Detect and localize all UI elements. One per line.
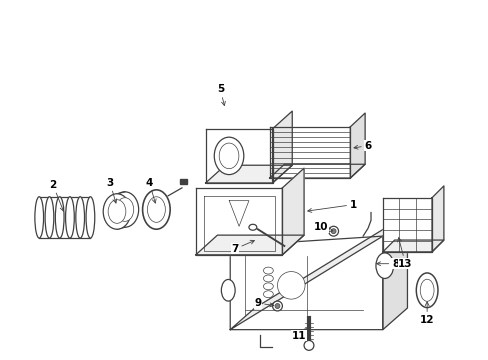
Polygon shape <box>269 127 349 178</box>
Ellipse shape <box>375 253 393 278</box>
Text: 13: 13 <box>397 238 412 269</box>
Text: 7: 7 <box>231 240 254 254</box>
Ellipse shape <box>35 197 43 238</box>
Ellipse shape <box>221 279 235 301</box>
Ellipse shape <box>65 197 74 238</box>
Polygon shape <box>230 236 382 330</box>
Text: 3: 3 <box>106 178 117 203</box>
Polygon shape <box>272 111 292 183</box>
Circle shape <box>330 229 335 234</box>
Polygon shape <box>205 165 292 183</box>
Polygon shape <box>382 215 407 330</box>
Circle shape <box>274 303 279 309</box>
Ellipse shape <box>419 279 433 301</box>
Polygon shape <box>229 201 248 226</box>
Polygon shape <box>205 129 272 183</box>
Bar <box>180 179 186 184</box>
Circle shape <box>328 226 338 236</box>
Ellipse shape <box>248 224 256 230</box>
Ellipse shape <box>219 143 239 169</box>
Polygon shape <box>195 188 282 255</box>
Text: 4: 4 <box>145 178 156 203</box>
Ellipse shape <box>55 197 64 238</box>
Text: 2: 2 <box>49 180 63 211</box>
Ellipse shape <box>111 192 139 227</box>
Ellipse shape <box>147 197 165 222</box>
Polygon shape <box>349 113 365 178</box>
Polygon shape <box>431 186 443 252</box>
Text: 9: 9 <box>254 298 273 308</box>
Polygon shape <box>195 235 304 255</box>
Polygon shape <box>382 240 443 252</box>
Ellipse shape <box>76 197 84 238</box>
Text: 5: 5 <box>216 84 225 105</box>
Ellipse shape <box>103 194 130 229</box>
Ellipse shape <box>108 200 125 223</box>
Polygon shape <box>269 164 365 178</box>
Ellipse shape <box>86 197 95 238</box>
Polygon shape <box>382 198 431 252</box>
Text: 12: 12 <box>419 302 433 325</box>
Circle shape <box>304 341 313 350</box>
Text: 8: 8 <box>376 259 398 269</box>
Circle shape <box>272 301 282 311</box>
Ellipse shape <box>116 198 133 221</box>
Ellipse shape <box>415 273 437 307</box>
Polygon shape <box>230 215 407 330</box>
Text: 11: 11 <box>291 328 308 341</box>
Text: 10: 10 <box>313 222 332 232</box>
Text: 6: 6 <box>353 140 371 150</box>
Circle shape <box>277 271 305 299</box>
Ellipse shape <box>45 197 54 238</box>
Ellipse shape <box>142 190 170 229</box>
Polygon shape <box>282 168 304 255</box>
Text: 1: 1 <box>307 199 356 212</box>
Ellipse shape <box>214 137 244 175</box>
